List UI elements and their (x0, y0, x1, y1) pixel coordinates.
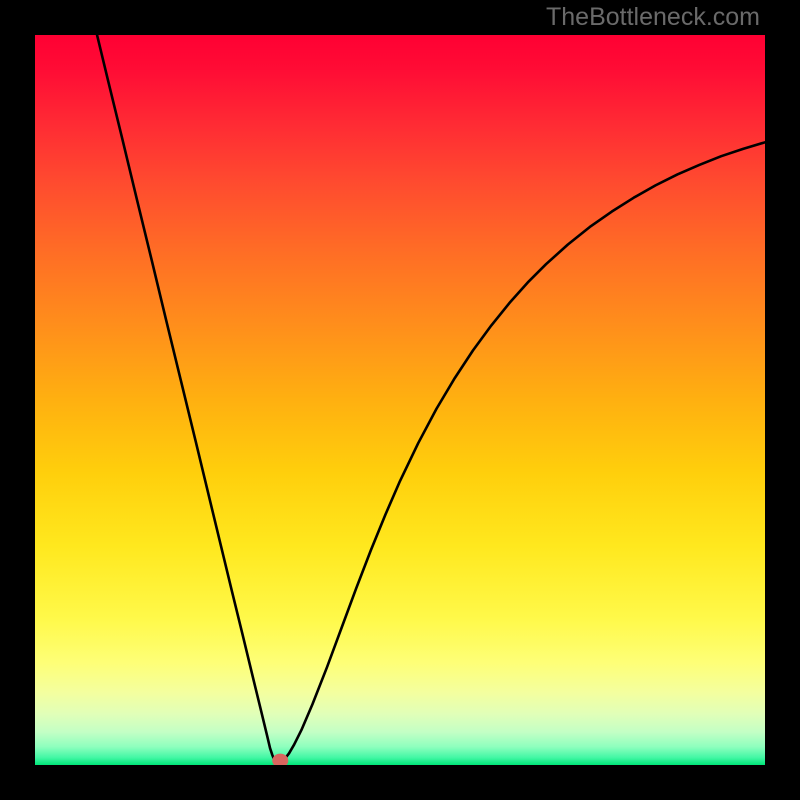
watermark-text: TheBottleneck.com (546, 3, 760, 32)
plot-area (35, 35, 765, 765)
gradient-background (35, 35, 765, 765)
curve-layer (35, 35, 765, 765)
